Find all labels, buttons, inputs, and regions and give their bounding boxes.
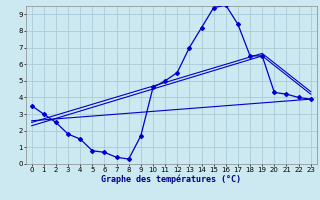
X-axis label: Graphe des températures (°C): Graphe des températures (°C): [101, 175, 241, 184]
